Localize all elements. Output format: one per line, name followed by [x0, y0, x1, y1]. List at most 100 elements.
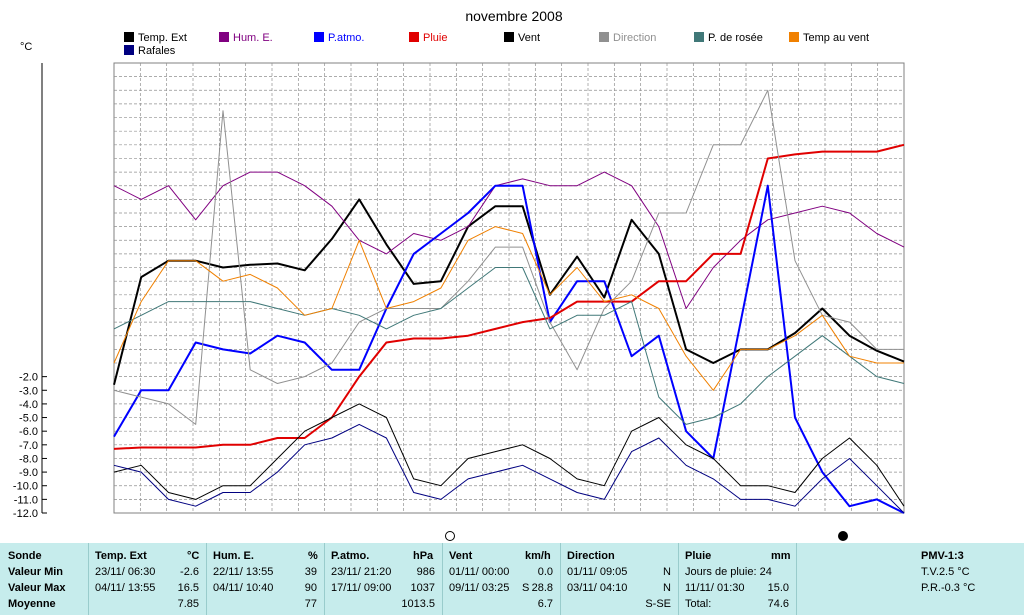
legend-item-patm: P.atmo. — [314, 32, 365, 44]
y-tick-label: -2.0 — [19, 372, 38, 384]
summary-col-pmv: PMV-1:3 T.V.2.5 °C P.R.-0.3 °C — [796, 543, 1024, 615]
dir-avg: S-SE — [645, 598, 671, 610]
summary-col-hum: Hum. E. % 22/11/ 13:55 39 04/11/ 10:40 9… — [206, 543, 325, 615]
vent-min-val: 0.0 — [537, 566, 553, 578]
y-tick-label: -5.0 — [19, 413, 38, 425]
pmv-pr: P.R.-0.3 °C — [921, 582, 976, 594]
temp-min-date: 23/11/ 06:30 — [95, 566, 156, 578]
dir-min-val: N — [663, 566, 671, 578]
patm-max-val: 1037 — [410, 582, 435, 594]
temp-max-val: 16.5 — [177, 582, 199, 594]
row-label-max: Valeur Max — [8, 582, 66, 594]
y-tick-label: -9.0 — [19, 467, 38, 479]
legend-swatch — [409, 32, 419, 42]
vent-max-date: 09/11/ 03:25 — [449, 582, 510, 594]
hum-min-date: 22/11/ 13:55 — [213, 566, 274, 578]
patm-unit: hPa — [413, 550, 434, 562]
y-tick-label: -12.0 — [13, 508, 38, 520]
legend-swatch — [124, 32, 134, 42]
chart-title: novembre 2008 — [465, 8, 563, 24]
y-tick-label: -11.0 — [14, 494, 38, 506]
legend-swatch — [504, 32, 514, 42]
y-tick-label: -8.0 — [19, 453, 38, 465]
patm-max-date: 17/11/ 09:00 — [331, 582, 392, 594]
legend-label: Temp au vent — [803, 32, 870, 44]
hum-max-val: 90 — [304, 582, 317, 594]
hum-max-date: 04/11/ 10:40 — [213, 582, 274, 594]
chart: novembre 2008 °C -2.0-3.0 -4.0 -5.0-6.0 -7.… — [13, 8, 905, 520]
legend-item-temp-vent: Temp au vent — [789, 32, 869, 44]
y-tick-label: -7.0 — [19, 440, 38, 452]
y-tick-label: -3.0 — [19, 385, 38, 397]
legend-swatch — [314, 32, 324, 42]
summary-col-temp: Temp. Ext °C 23/11/ 06:30 -2.6 04/11/ 13… — [88, 543, 207, 615]
legend-item-pluie: Pluie — [409, 32, 447, 44]
row-label-min: Valeur Min — [8, 566, 64, 578]
sonde-title: Sonde — [8, 550, 42, 562]
y-tick-label: -4.0 — [19, 399, 38, 411]
temp-avg: 7.85 — [177, 598, 199, 610]
series-line-4 — [113, 403, 905, 507]
series-line-6 — [113, 267, 905, 425]
temp-unit: °C — [187, 550, 200, 562]
legend-swatch — [789, 32, 799, 42]
y-unit-label: °C — [20, 41, 32, 53]
legend-label: Temp. Ext — [138, 32, 187, 44]
patm-avg: 1013.5 — [401, 598, 435, 610]
summary-panel: Sonde Valeur Min Valeur Max Moyenne Temp… — [0, 543, 1024, 615]
vent-max-val: 28.8 — [531, 582, 553, 594]
legend-item-rafales: Rafales — [124, 45, 175, 57]
y-tick-label: -6.0 — [19, 426, 38, 438]
summary-col-patm: P.atmo. hPa 23/11/ 21:20 986 17/11/ 09:0… — [324, 543, 443, 615]
vent-avg: 6.7 — [537, 598, 553, 610]
patm-title: P.atmo. — [331, 550, 370, 562]
series-line-3 — [113, 143, 905, 450]
pluie-max-date: 11/11/ 01:30 — [685, 582, 745, 594]
row-label-avg: Moyenne — [8, 598, 56, 610]
pluie-total-val: 74.6 — [767, 598, 789, 610]
y-tick-label: -10.0 — [13, 481, 38, 493]
dir-max-date: 03/11/ 04:10 — [567, 582, 628, 594]
new-moon-icon — [445, 531, 455, 541]
summary-col-vent: Vent km/h 01/11/ 00:00 0.0 09/11/ 03:25 … — [442, 543, 561, 615]
pluie-unit: mm — [771, 550, 791, 562]
legend-label: P. de rosée — [708, 32, 763, 44]
patm-min-date: 23/11/ 21:20 — [331, 566, 392, 578]
series-line-7 — [113, 226, 904, 391]
legend-swatch — [599, 32, 609, 42]
series-line-0 — [113, 198, 905, 386]
summary-col-pluie: Pluie mm Jours de pluie: 24 11/11/ 01:30… — [678, 543, 797, 615]
vent-title: Vent — [449, 550, 473, 562]
dir-max-val: N — [663, 582, 671, 594]
full-moon-icon — [838, 531, 848, 541]
legend-item-rosee: P. de rosée — [694, 32, 763, 44]
hum-unit: % — [308, 550, 318, 562]
series-group — [113, 89, 905, 514]
patm-min-val: 986 — [416, 566, 435, 578]
legend-label: Rafales — [138, 45, 176, 57]
pmv-title: PMV-1:3 — [921, 550, 964, 562]
legend-label: Pluie — [423, 32, 448, 44]
legend-label: P.atmo. — [328, 32, 365, 44]
temp-title: Temp. Ext — [95, 550, 147, 562]
pluie-title: Pluie — [685, 550, 712, 562]
legend-item-vent: Vent — [504, 32, 540, 44]
series-line-8 — [113, 423, 905, 514]
y-ticks: -2.0-3.0 -4.0 -5.0-6.0 -7.0-8.0 -9.0 -10.0-11… — [13, 372, 47, 520]
vent-min-date: 01/11/ 00:00 — [449, 566, 510, 578]
vent-max-dir: S — [522, 582, 530, 594]
summary-col-sonde: Sonde Valeur Min Valeur Max Moyenne — [0, 543, 88, 615]
legend-item-hum: Hum. E. — [219, 32, 273, 44]
hum-avg: 77 — [304, 598, 317, 610]
pluie-max-val: 15.0 — [767, 582, 789, 594]
legend-label: Hum. E. — [233, 32, 273, 44]
hum-min-val: 39 — [304, 566, 317, 578]
series-line-5 — [113, 89, 904, 425]
legend-item-temp-ext: Temp. Ext — [124, 32, 187, 44]
temp-min-val: -2.6 — [180, 566, 199, 578]
dir-title: Direction — [567, 550, 615, 562]
dir-min-date: 01/11/ 09:05 — [567, 566, 628, 578]
legend-item-direction: Direction — [599, 32, 656, 44]
series-line-2 — [113, 184, 905, 514]
legend-label: Direction — [613, 32, 657, 44]
